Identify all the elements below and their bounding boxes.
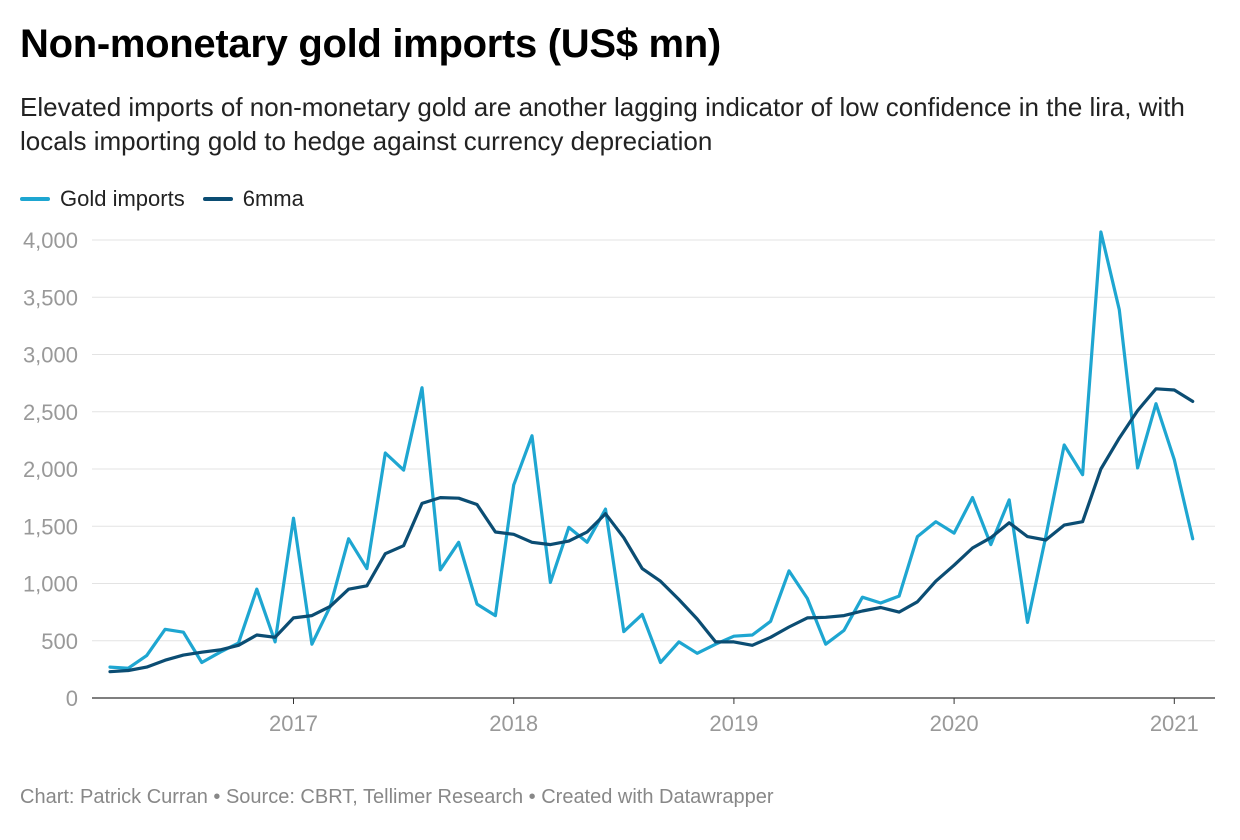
- y-tick-label: 1,500: [23, 514, 78, 539]
- legend-swatch-6mma: [202, 197, 233, 201]
- x-tick-label: 2018: [489, 711, 538, 736]
- series-line-6mma: [108, 387, 1195, 674]
- series-line-gold-imports: [108, 230, 1195, 670]
- legend-item-gold-imports: Gold imports: [20, 186, 185, 212]
- x-tick-label: 2020: [930, 711, 979, 736]
- y-tick-label: 3,000: [23, 343, 78, 368]
- legend-item-6mma: 6mma: [202, 186, 304, 212]
- y-tick-label: 2,500: [23, 400, 78, 425]
- y-tick-label: 1,000: [23, 572, 78, 597]
- y-tick-label: 3,500: [23, 285, 78, 310]
- line-chart: 0 500 1,000 1,500 2,000 2,500 3,000 3,500 4,000 2…: [23, 228, 1215, 736]
- legend-swatch-gold-imports: [20, 197, 50, 201]
- x-tick-label: 2021: [1150, 711, 1199, 736]
- y-tick-label: 2,000: [23, 457, 78, 482]
- legend-label-6mma: 6mma: [242, 186, 304, 211]
- legend: Gold imports 6mma: [20, 186, 322, 212]
- chart-subtitle: Elevated imports of non-monetary gold ar…: [20, 92, 1185, 156]
- y-tick-label: 4,000: [23, 228, 78, 253]
- y-tick-label: 500: [41, 629, 78, 654]
- y-tick-label: 0: [66, 686, 78, 711]
- chart-title: Non-monetary gold imports (US$ mn): [20, 22, 721, 66]
- chart-footer: Chart: Patrick Curran • Source: CBRT, Te…: [20, 786, 774, 808]
- legend-label-gold-imports: Gold imports: [60, 186, 185, 211]
- x-tick-label: 2019: [709, 711, 758, 736]
- x-tick-label: 2017: [269, 711, 318, 736]
